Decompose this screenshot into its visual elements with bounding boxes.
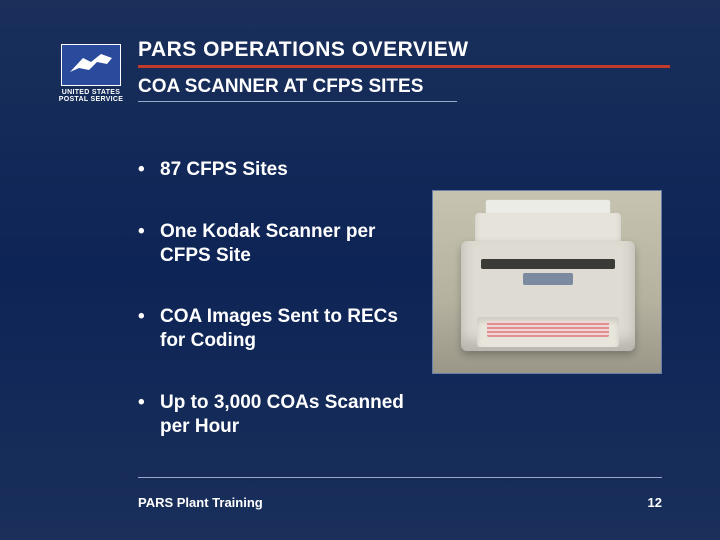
scanner-paper (487, 321, 609, 337)
logo-mark (61, 44, 121, 86)
scanner-panel (523, 273, 573, 285)
logo-line2: POSTAL SERVICE (59, 96, 124, 103)
list-item: One Kodak Scanner per CFPS Site (138, 220, 418, 268)
page-number: 12 (648, 495, 662, 510)
footer-rule (138, 477, 662, 478)
list-item: 87 CFPS Sites (138, 158, 418, 182)
footer-text: PARS Plant Training (138, 495, 263, 510)
logo-line1: UNITED STATES (59, 89, 124, 96)
footer: PARS Plant Training 12 (138, 495, 662, 510)
subtitle-rule (138, 101, 457, 102)
page-title: PARS OPERATIONS OVERVIEW (138, 38, 670, 62)
title-rule (138, 65, 670, 68)
list-item: COA Images Sent to RECs for Coding (138, 305, 418, 353)
scanner-image (432, 190, 662, 374)
bullet-list: 87 CFPS Sites One Kodak Scanner per CFPS… (138, 158, 418, 438)
eagle-icon (67, 50, 115, 80)
logo-text: UNITED STATES POSTAL SERVICE (59, 89, 124, 104)
header: PARS OPERATIONS OVERVIEW COA SCANNER AT … (138, 38, 670, 102)
list-item: Up to 3,000 COAs Scanned per Hour (138, 391, 418, 439)
page-subtitle: COA SCANNER AT CFPS SITES (138, 76, 670, 98)
scanner-slot (481, 259, 615, 269)
logo: UNITED STATES POSTAL SERVICE (58, 44, 124, 116)
